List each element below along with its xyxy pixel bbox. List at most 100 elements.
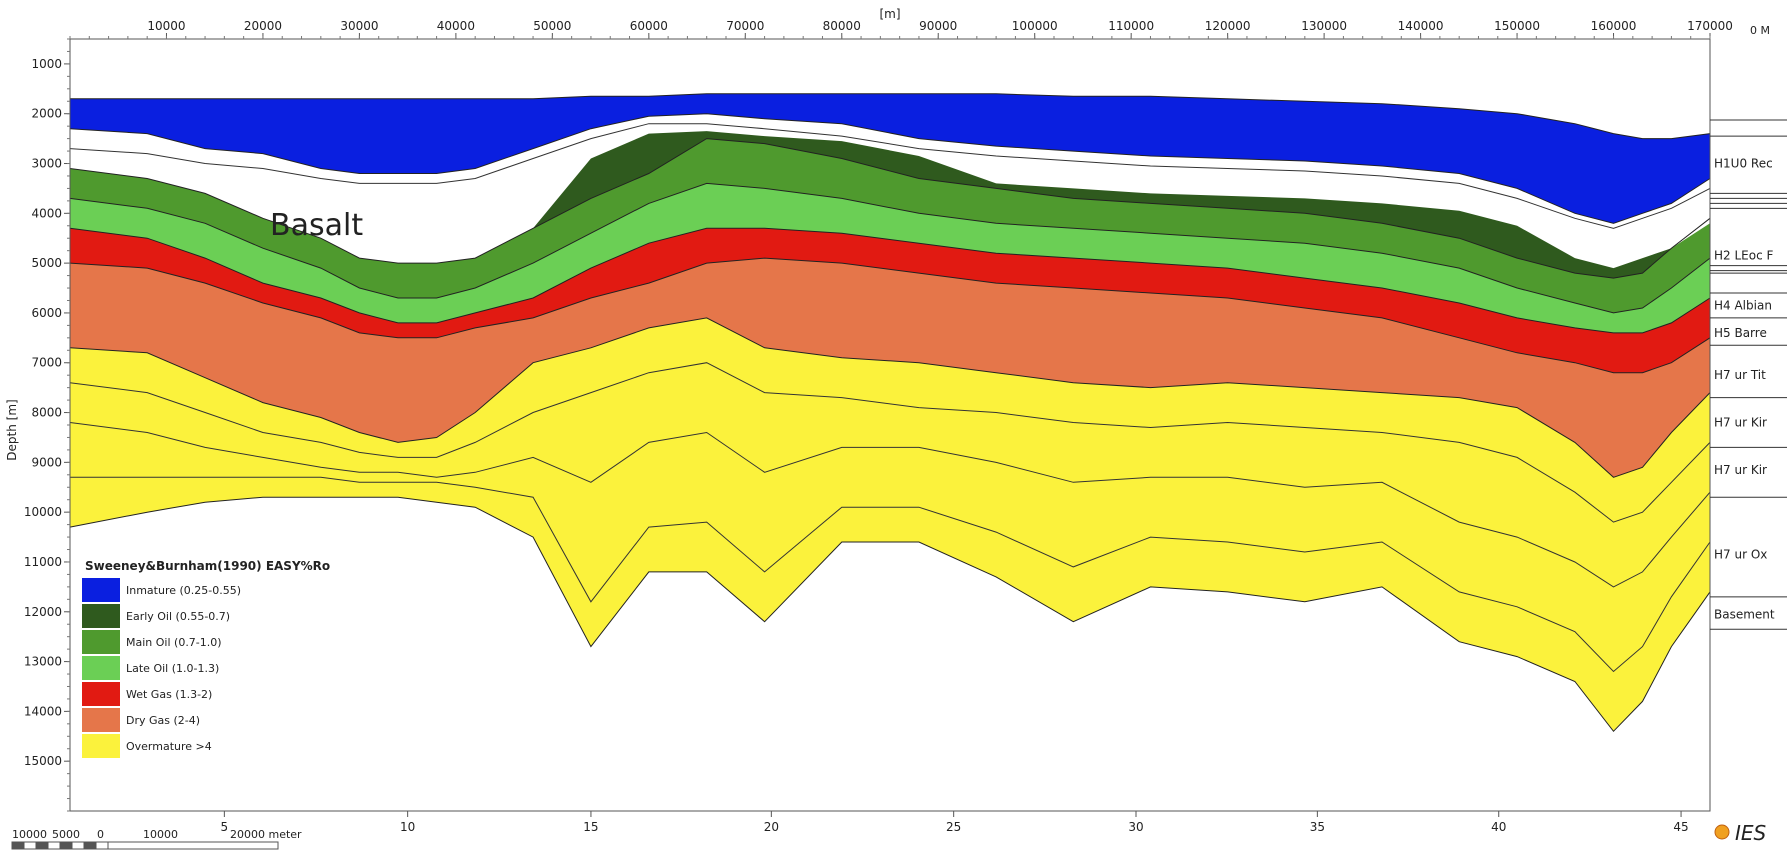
- layer-dry-gas: [70, 258, 1710, 478]
- legend-label: Late Oil (1.0-1.3): [126, 662, 219, 675]
- y-tick-label: 11000: [24, 555, 62, 569]
- top-tick-label: 130000: [1301, 19, 1347, 33]
- legend-swatch: [82, 630, 120, 654]
- legend-swatch: [82, 734, 120, 758]
- scale-segment: [95, 841, 109, 850]
- scale-segment: [23, 841, 37, 850]
- scale-label-2: 5000: [52, 828, 80, 841]
- scale-segment: [59, 841, 73, 850]
- boundary-dry_bottom: [69, 317, 1711, 478]
- basalt-annotation: Basalt: [270, 208, 363, 243]
- layer-overmature: [70, 317, 1710, 732]
- horizon-line-3: [70, 476, 1711, 673]
- legend: Sweeney&Burnham(1990) EASY%Ro Inmature (…: [82, 559, 330, 758]
- y-tick-label: 7000: [31, 356, 62, 370]
- y-tick-label: 13000: [24, 655, 62, 669]
- top-tick-label: 80000: [823, 19, 861, 33]
- scale-label-3: 0: [97, 828, 104, 841]
- layer-immature: [70, 93, 1710, 224]
- y-tick-label: 3000: [31, 157, 62, 171]
- top-tick-label: 160000: [1591, 19, 1637, 33]
- bottom-tick-label: 40: [1491, 820, 1506, 834]
- logo-icon: [1714, 824, 1730, 840]
- legend-label: Inmature (0.25-0.55): [126, 584, 241, 597]
- y-tick-label: 9000: [31, 455, 62, 469]
- legend-swatch: [82, 708, 120, 732]
- y-tick-label: 14000: [24, 704, 62, 718]
- bottom-tick-label: 30: [1128, 820, 1143, 834]
- y-tick-label: 2000: [31, 107, 62, 121]
- y-tick-label: 1000: [31, 57, 62, 71]
- scale-label-1: 10000: [12, 828, 47, 841]
- y-tick-label: 15000: [24, 754, 62, 768]
- boundary-late_bottom: [69, 227, 1711, 334]
- horizon-labels: H1U0 Rec H2 LEoc F H4 Albian H5 Barre H7 ur …: [1714, 157, 1775, 622]
- top-right-label: 0 M: [1750, 24, 1770, 37]
- legend-swatch: [82, 604, 120, 628]
- bottom-tick-label: 45: [1673, 820, 1688, 834]
- scale-segment: [47, 841, 61, 850]
- legend-label: Main Oil (0.7-1.0): [126, 636, 222, 649]
- bottom-tick-label: 35: [1310, 820, 1325, 834]
- legend-swatch: [82, 682, 120, 706]
- scale-segment-long: [107, 841, 279, 850]
- y-tick-label: 4000: [31, 206, 62, 220]
- horizon-label: H5 Barre: [1714, 326, 1767, 340]
- boundary-imm_bottom: [69, 113, 1711, 224]
- logo-text: IES: [1735, 821, 1767, 845]
- horizon-panel: H1U0 Rec H2 LEoc F H4 Albian H5 Barre H7 ur …: [1710, 119, 1787, 630]
- boundary-main_bottom: [69, 182, 1711, 314]
- horizon-label: Basement: [1714, 607, 1775, 621]
- horizon-line-1: [69, 362, 1711, 523]
- bottom-tick-label: 15: [583, 820, 598, 834]
- y-tick-label: 12000: [24, 605, 62, 619]
- top-tick-label: 30000: [340, 19, 378, 33]
- y-axis-label: Depth [m]: [5, 399, 19, 460]
- top-tick-label: 70000: [726, 19, 764, 33]
- top-tick-label: 60000: [630, 19, 668, 33]
- scale-segments: [11, 841, 279, 850]
- top-axis: 10000 20000 30000 40000 50000 60000 70000 80000…: [69, 19, 1733, 39]
- legend-label: Wet Gas (1.3-2): [126, 688, 212, 701]
- legend-items: Inmature (0.25-0.55) Early Oil (0.55-0.7)…: [82, 578, 241, 758]
- legend-label: Early Oil (0.55-0.7): [126, 610, 230, 623]
- bottom-axis: 5 10 15 20 25 30 35 40 45: [221, 811, 1689, 834]
- top-tick-label: 50000: [533, 19, 571, 33]
- top-tick-label: 40000: [437, 19, 475, 33]
- top-axis-unit: [m]: [879, 7, 900, 21]
- ies-logo: IES: [1714, 821, 1767, 845]
- legend-label: Dry Gas (2-4): [126, 714, 200, 727]
- scale-label-4: 10000: [143, 828, 178, 841]
- horizon-line-2: [69, 422, 1711, 588]
- top-tick-label: 100000: [1012, 19, 1058, 33]
- y-tick-label: 6000: [31, 306, 62, 320]
- scale-bar: 10000 5000 0 10000 20000 meter: [11, 828, 302, 850]
- horizon-label: H7 ur Ox: [1714, 547, 1767, 561]
- scale-segment: [71, 841, 85, 850]
- basalt-body: [70, 113, 1710, 269]
- top-tick-label: 170000: [1687, 19, 1733, 33]
- horizon-lines: [1710, 135, 1787, 630]
- legend-title: Sweeney&Burnham(1990) EASY%Ro: [85, 559, 330, 573]
- horizon-label: H7 ur Kir: [1714, 463, 1767, 477]
- horizon-label: H7 ur Tit: [1714, 368, 1766, 382]
- boundary-over_bottom: [69, 496, 1711, 733]
- layer-wet-gas: [70, 228, 1710, 373]
- scale-segment: [83, 841, 97, 850]
- boundary-top: [70, 93, 1711, 140]
- top-tick-label: 150000: [1494, 19, 1540, 33]
- horizon-line-0: [69, 123, 1711, 229]
- layer-main-oil: [70, 138, 1710, 313]
- horizon-label: H4 Albian: [1714, 298, 1772, 312]
- horizon-label: H1U0 Rec: [1714, 157, 1773, 171]
- legend-swatch: [82, 656, 120, 680]
- boundary-early_bottom: [69, 138, 1711, 279]
- horizon-label: H7 ur Kir: [1714, 416, 1767, 430]
- legend-label: Overmature >4: [126, 740, 212, 753]
- plot-layers: [69, 93, 1711, 733]
- legend-swatch: [82, 578, 120, 602]
- internal-lines: [69, 123, 1711, 673]
- y-tick-label: 10000: [24, 505, 62, 519]
- scale-label-5: 20000 meter: [230, 828, 302, 841]
